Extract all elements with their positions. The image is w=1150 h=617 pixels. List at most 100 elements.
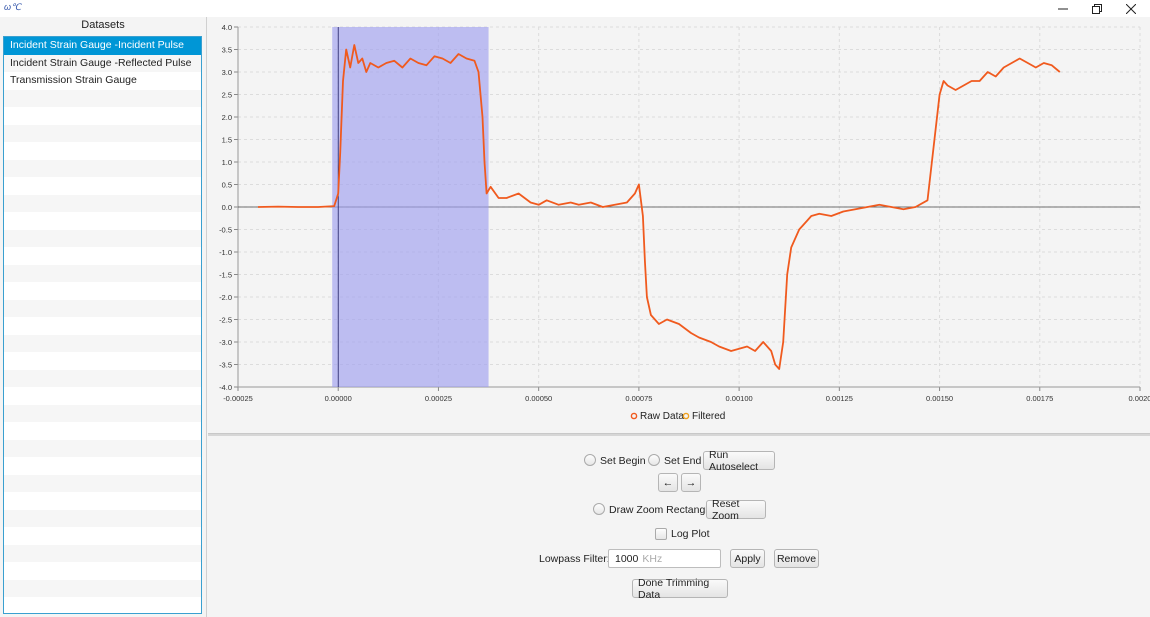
close-button[interactable] [1114, 0, 1148, 17]
y-tick-label: 2.5 [222, 91, 232, 100]
raw-data-series-line [257, 44, 1061, 370]
arrow-right-button[interactable]: → [681, 473, 701, 492]
empty-list-row [4, 282, 201, 300]
datasets-header: Datasets [81, 19, 125, 31]
y-tick-label: 1.5 [222, 136, 232, 145]
y-tick-label: 3.5 [222, 46, 232, 55]
y-tick-label: 1.0 [222, 158, 232, 167]
chart-legend: Raw Data Filtered [630, 411, 725, 422]
y-tick-label: -4.0 [219, 383, 232, 392]
remove-button[interactable]: Remove [774, 549, 819, 568]
legend-label: Raw Data [640, 411, 684, 422]
legend-marker-icon [630, 412, 638, 420]
empty-list-row [4, 387, 201, 405]
y-tick-label: -2.5 [219, 316, 232, 325]
empty-list-row [4, 247, 201, 265]
strain-chart[interactable]: -0.00025 0.00000 0.00025 0.00050 0.00075 0.00… [208, 17, 1150, 433]
empty-list-row [4, 142, 201, 160]
empty-list-row [4, 457, 201, 475]
empty-list-row [4, 369, 201, 387]
apply-button[interactable]: Apply [730, 549, 765, 568]
set-end-label[interactable]: Set End [664, 455, 702, 467]
set-begin-label[interactable]: Set Begin [600, 455, 646, 467]
app-logo-icon: ω℃ [4, 2, 22, 12]
selection-rectangle [332, 27, 489, 387]
y-tick-label: -1.5 [219, 271, 232, 280]
empty-list-row [4, 317, 201, 335]
datasets-panel: Datasets Incident Strain Gauge -Incident… [0, 17, 207, 617]
y-tick-label: -1.0 [219, 248, 232, 257]
lowpass-unit: KHz [642, 552, 663, 565]
x-tick-label: 0.00000 [325, 394, 352, 403]
controls-panel: Set Begin Set End Run Autoselect ← → Dra… [208, 436, 1150, 617]
empty-list-row [4, 124, 201, 142]
empty-list-row [4, 107, 201, 125]
empty-list-row [4, 177, 201, 195]
x-tick-label: 0.00075 [625, 394, 652, 403]
minimize-button[interactable] [1046, 0, 1080, 17]
empty-list-row [4, 492, 201, 510]
arrow-left-button[interactable]: ← [658, 473, 678, 492]
x-tick-label: 0.00100 [726, 394, 753, 403]
empty-list-row [4, 597, 201, 613]
y-tick-label: 3.0 [222, 68, 232, 77]
x-tick-label: 0.00175 [1026, 394, 1053, 403]
draw-zoom-radio[interactable] [593, 503, 605, 515]
chart-panel: -0.00025 0.00000 0.00025 0.00050 0.00075 0.00… [208, 17, 1150, 433]
dataset-list-item[interactable]: Incident Strain Gauge -Reflected Pulse [4, 54, 201, 72]
dataset-list-item[interactable]: Transmission Strain Gauge [10, 74, 137, 86]
y-tick-label: -0.5 [219, 226, 232, 235]
x-tick-label: 0.00025 [425, 394, 452, 403]
datasets-list[interactable]: Incident Strain Gauge -Incident Pulse Inc… [3, 36, 202, 614]
empty-list-row [4, 422, 201, 440]
empty-list-row [4, 212, 201, 230]
x-tick-label: 0.00150 [926, 394, 953, 403]
y-tick-label: 0.5 [222, 181, 232, 190]
run-autoselect-button[interactable]: Run Autoselect [703, 449, 775, 473]
lowpass-input[interactable]: 1000 KHz [608, 549, 721, 568]
close-icon [1126, 3, 1136, 14]
grid-lines [234, 26, 1141, 391]
series-layer [257, 44, 1061, 370]
selection-layer [332, 27, 489, 387]
log-plot-label[interactable]: Log Plot [671, 528, 710, 540]
y-tick-label: 2.0 [222, 113, 232, 122]
empty-list-row [4, 439, 201, 457]
panel-divider[interactable] [208, 433, 1150, 436]
lowpass-value: 1000 [615, 552, 639, 565]
set-end-radio[interactable] [648, 454, 660, 466]
empty-list-row [4, 509, 201, 527]
x-tick-label: 0.00050 [525, 394, 552, 403]
y-tick-label: 0.0 [222, 203, 232, 212]
empty-list-row [4, 194, 201, 212]
restore-button[interactable] [1080, 0, 1114, 17]
empty-list-row [4, 159, 201, 177]
empty-list-row [4, 562, 201, 580]
empty-list-row [4, 579, 201, 597]
done-trimming-button[interactable]: Done Trimming Data [632, 577, 728, 601]
x-tick-label: -0.00025 [223, 394, 253, 403]
empty-list-row [4, 229, 201, 247]
set-begin-radio[interactable] [584, 454, 596, 466]
empty-list-row [4, 527, 201, 545]
lowpass-label: Lowpass Filter: [539, 553, 610, 565]
empty-list-row [4, 334, 201, 352]
dataset-list-item[interactable]: Incident Strain Gauge -Incident Pulse [4, 37, 201, 55]
restore-icon [1092, 3, 1102, 14]
empty-list-row [4, 299, 201, 317]
x-tick-label: 0.00125 [826, 394, 853, 403]
empty-list-row [4, 264, 201, 282]
empty-list-row [4, 404, 201, 422]
log-plot-checkbox[interactable] [655, 528, 667, 540]
draw-zoom-label[interactable]: Draw Zoom Rectangle [609, 504, 714, 516]
empty-list-row [4, 544, 201, 562]
legend-marker-icon [682, 412, 690, 420]
x-tick-label: 0.0020 [1129, 394, 1150, 403]
axis-tick-labels: -0.00025 0.00000 0.00025 0.00050 0.00075 0.00… [219, 23, 1150, 403]
y-tick-label: 4.0 [222, 23, 232, 32]
empty-list-row [4, 352, 201, 370]
empty-list-row [4, 89, 201, 107]
empty-list-row [4, 474, 201, 492]
title-bar: ω℃ [0, 0, 1150, 17]
reset-zoom-button[interactable]: Reset Zoom [706, 498, 766, 522]
